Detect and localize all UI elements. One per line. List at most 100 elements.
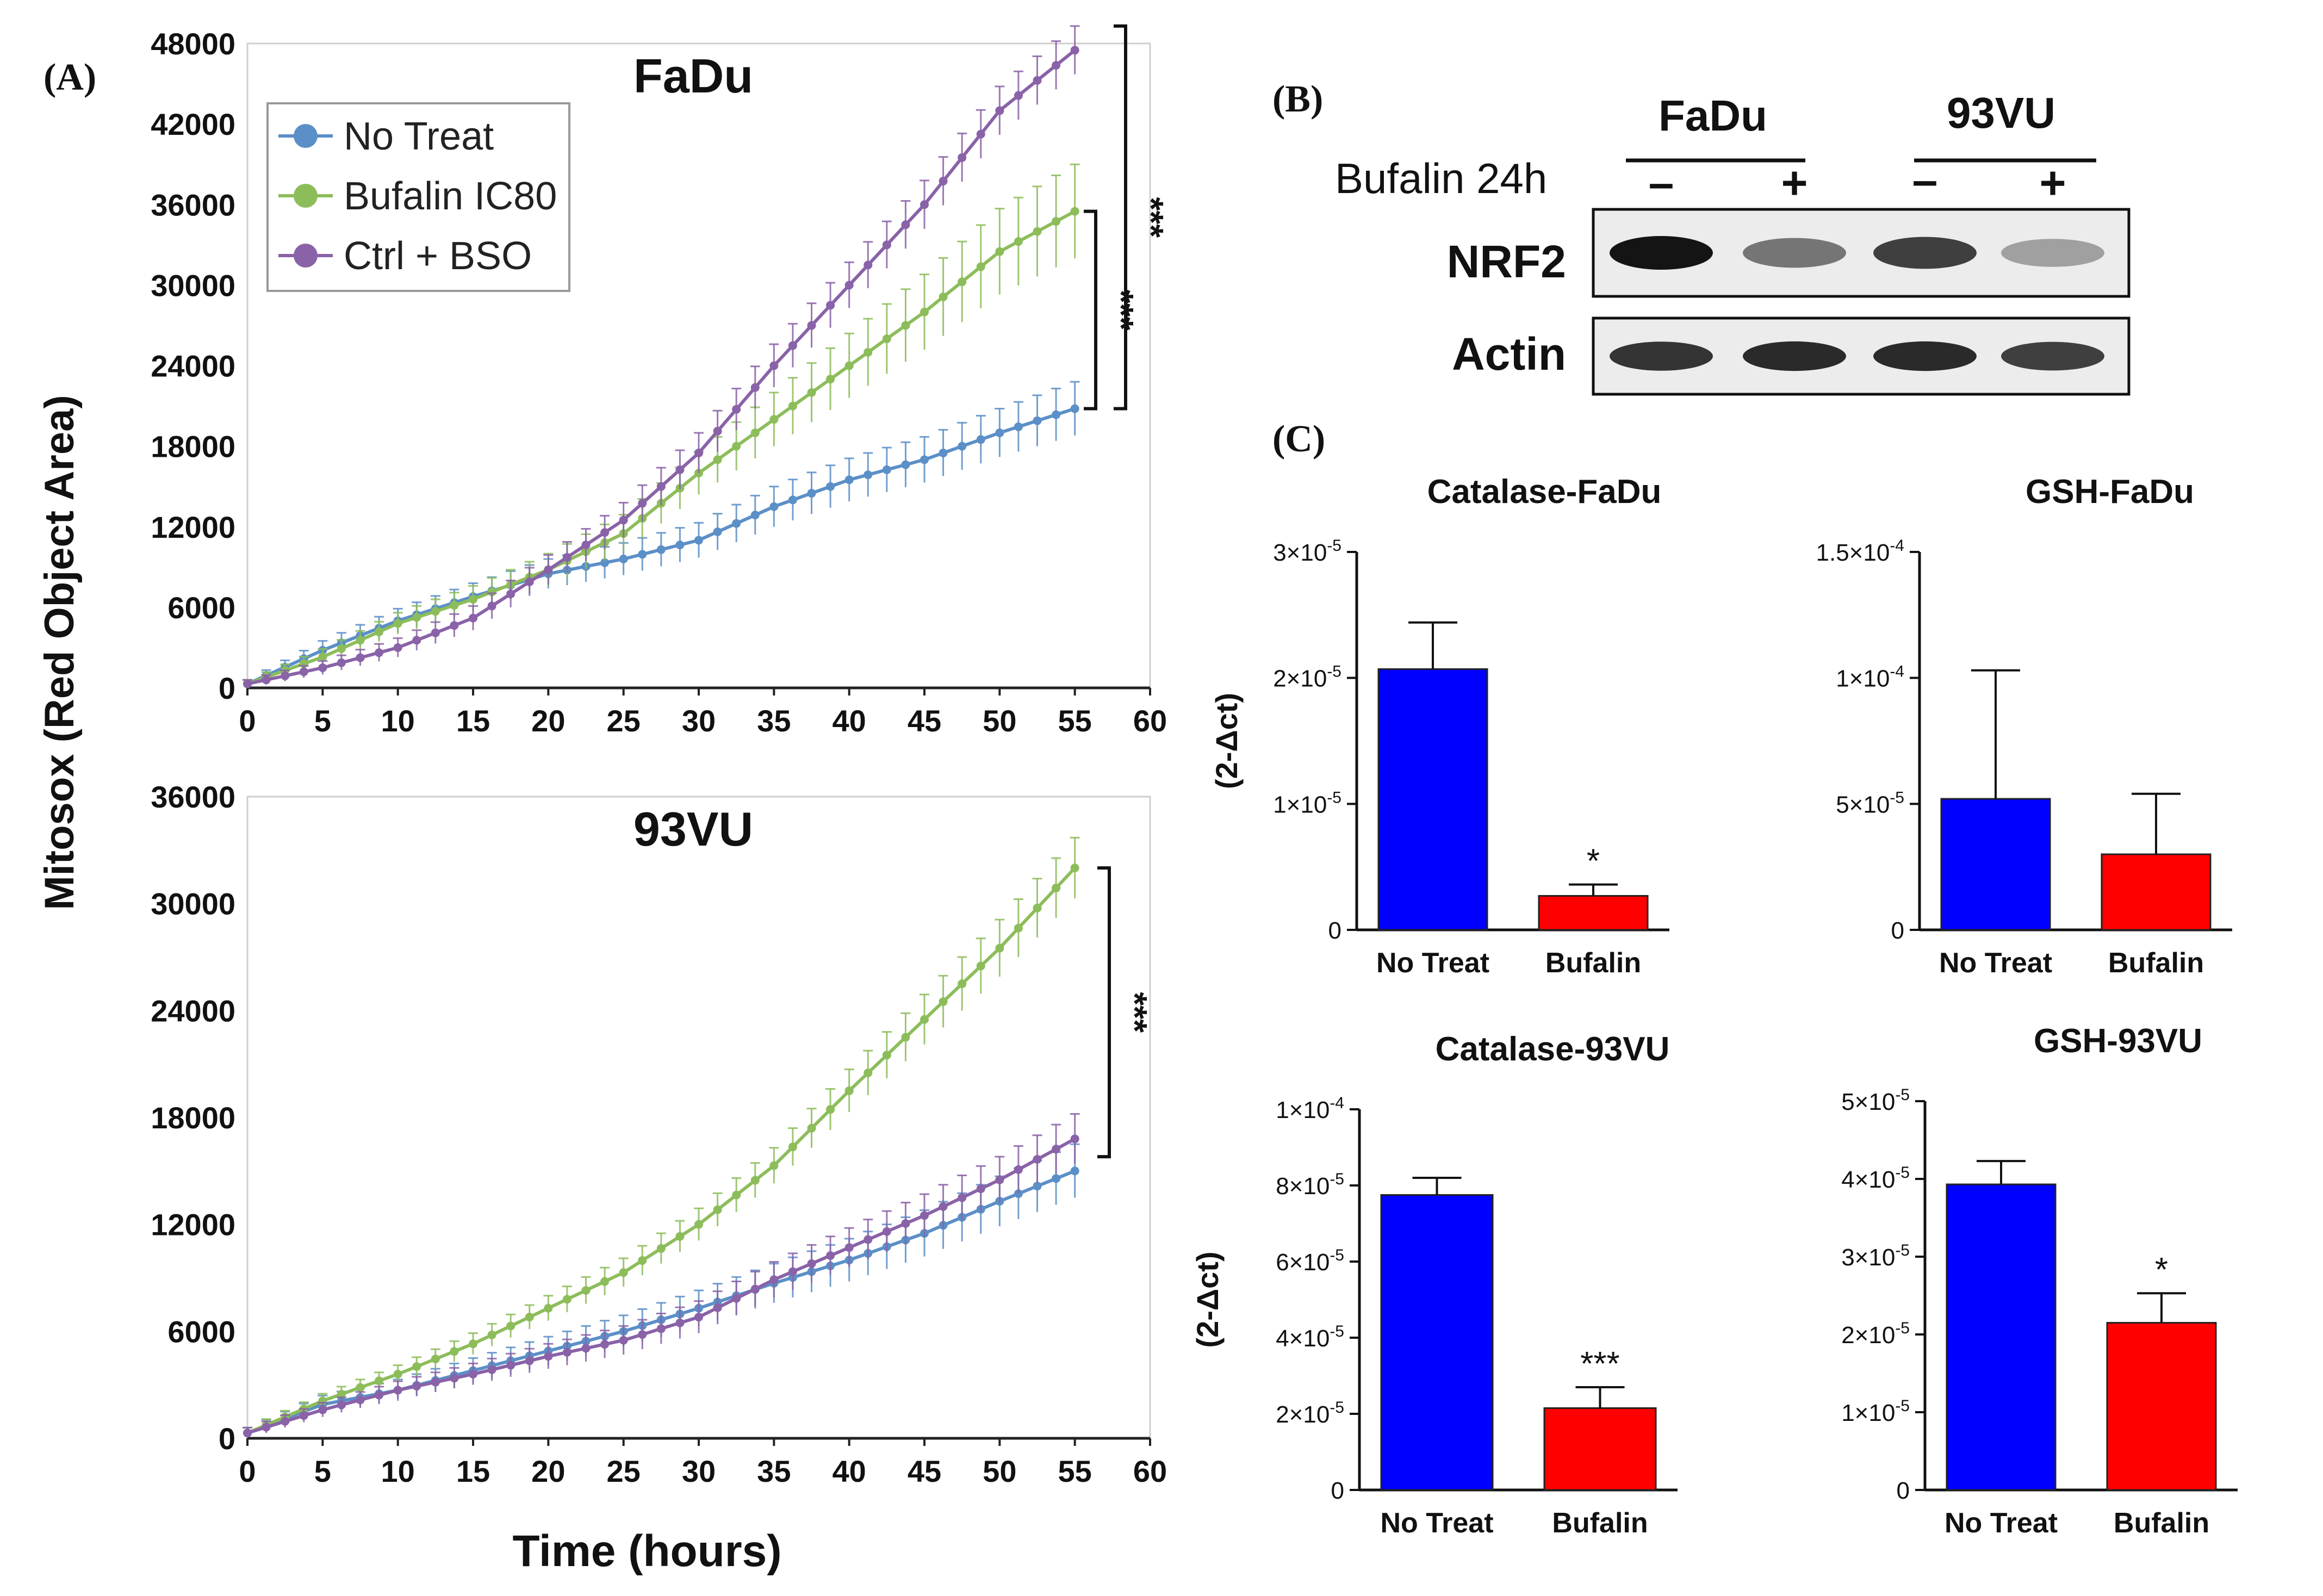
data-point-ctrl-bso (882, 1227, 891, 1236)
data-point-ctrl-bso (299, 1411, 308, 1420)
data-point-bufalin-ic80 (901, 321, 910, 330)
data-point-bufalin-ic80 (1052, 217, 1061, 226)
data-point-ctrl-bso (788, 1267, 797, 1276)
x-tick-label-fadu: 30 (682, 704, 716, 738)
data-point-ctrl-bso (901, 220, 910, 229)
panel-label-c: (C) (1272, 418, 1325, 460)
legend-label-ctrl-bso: Ctrl + BSO (344, 234, 532, 278)
y-tick-label-gsh-93vu: 4×10-5 (1841, 1164, 1910, 1193)
blot-band-actin-lane-2 (1743, 341, 1846, 371)
data-point-ctrl-bso (769, 1275, 779, 1284)
data-point-ctrl-bso (243, 679, 252, 688)
data-point-no-treat (958, 442, 967, 451)
data-point-no-treat (901, 460, 910, 469)
data-point-ctrl-bso (281, 1417, 290, 1426)
data-point-bufalin-ic80 (807, 388, 816, 397)
data-point-ctrl-bso (1052, 1145, 1061, 1154)
data-point-ctrl-bso (262, 1423, 271, 1432)
data-point-ctrl-bso (600, 1340, 610, 1349)
x-tick-label-93vu: 5 (314, 1454, 331, 1488)
bar-no-treat (1377, 668, 1488, 931)
data-point-bufalin-ic80 (318, 653, 327, 662)
data-point-ctrl-bso (318, 663, 327, 672)
x-tick-label-93vu: 20 (531, 1454, 565, 1488)
data-point-ctrl-bso (807, 321, 816, 330)
data-point-ctrl-bso (412, 636, 421, 645)
data-point-bufalin-ic80 (638, 1256, 647, 1265)
x-tick-label-fadu: 25 (607, 704, 641, 738)
data-point-ctrl-bso (469, 613, 477, 623)
data-point-ctrl-bso (920, 1211, 929, 1220)
data-point-no-treat (619, 555, 628, 563)
blot-band-nrf2-lane-1 (1610, 236, 1713, 270)
data-point-ctrl-bso (750, 1284, 760, 1294)
y-tick-label-catalase-93vu: 6×10-5 (1276, 1246, 1344, 1276)
data-point-no-treat (882, 465, 891, 474)
data-point-bufalin-ic80 (487, 587, 496, 597)
bar-bufalin (1543, 1407, 1657, 1491)
data-point-bufalin-ic80 (656, 1244, 666, 1253)
panel-label-a: (A) (44, 57, 96, 98)
data-point-bufalin-ic80 (431, 1355, 440, 1364)
data-point-bufalin-ic80 (769, 1161, 779, 1170)
data-point-ctrl-bso (995, 106, 1004, 115)
y-tick-label-fadu: 18000 (151, 430, 235, 464)
data-point-bufalin-ic80 (713, 1205, 722, 1214)
data-point-no-treat (920, 455, 929, 464)
x-tick-label-fadu: 0 (239, 704, 256, 738)
y-label-catalase-93vu: (2-Δct) (1190, 1251, 1225, 1347)
data-point-ctrl-bso (619, 1336, 628, 1345)
category-label-no-treat: No Treat (1380, 1507, 1493, 1539)
legend-marker-no-treat (294, 124, 318, 148)
data-point-bufalin-ic80 (976, 262, 985, 271)
line-chart-fadu: 0 5 10 15 20 25 30 35 40 45 50 55 60 0 6000 12000 18000 2… (151, 24, 1171, 738)
data-point-ctrl-bso (375, 1390, 384, 1400)
y-tick-label-catalase-93vu: 1×10-4 (1276, 1094, 1344, 1123)
data-point-ctrl-bso (844, 281, 854, 290)
data-point-ctrl-bso (469, 1370, 477, 1378)
y-tick-label-fadu: 24000 (151, 349, 235, 383)
y-tick-label-catalase-fadu: 0 (1328, 917, 1341, 944)
category-label-no-treat: No Treat (1376, 947, 1489, 979)
significance-bufalin: *** (1580, 1345, 1619, 1383)
data-point-bufalin-ic80 (750, 428, 760, 437)
y-tick-label-catalase-93vu: 4×10-5 (1276, 1322, 1344, 1352)
y-tick-label-93vu: 6000 (167, 1314, 235, 1349)
data-point-ctrl-bso (299, 667, 308, 676)
data-point-bufalin-ic80 (600, 1277, 610, 1286)
data-point-bufalin-ic80 (694, 1220, 703, 1229)
data-point-ctrl-bso (732, 1294, 741, 1303)
data-point-no-treat (1033, 1182, 1042, 1191)
data-point-ctrl-bso (525, 1356, 534, 1365)
data-point-bufalin-ic80 (450, 1347, 459, 1356)
data-point-ctrl-bso (638, 1330, 647, 1339)
data-point-no-treat (844, 475, 854, 485)
data-point-no-treat (675, 541, 685, 550)
data-point-ctrl-bso (619, 516, 628, 525)
data-point-ctrl-bso (826, 301, 835, 310)
data-point-bufalin-ic80 (844, 1086, 854, 1095)
data-point-bufalin-ic80 (976, 961, 985, 971)
data-point-ctrl-bso (1033, 1155, 1042, 1164)
data-point-ctrl-bso (337, 1400, 346, 1409)
blot-row-label-nrf2: NRF2 (1447, 236, 1566, 287)
data-point-ctrl-bso (450, 1374, 459, 1383)
data-point-bufalin-ic80 (1052, 883, 1061, 892)
data-point-no-treat (769, 502, 779, 511)
data-point-ctrl-bso (337, 658, 346, 667)
data-point-no-treat (713, 527, 722, 537)
data-point-bufalin-ic80 (1070, 864, 1079, 873)
chart-title-93vu: 93VU (633, 802, 753, 856)
data-point-ctrl-bso (656, 1324, 666, 1333)
data-point-no-treat (939, 448, 948, 457)
y-tick-label-fadu: 36000 (151, 188, 235, 222)
data-point-ctrl-bso (1070, 1134, 1079, 1144)
y-tick-label-gsh-fadu: 1×10-4 (1836, 663, 1904, 692)
x-tick-label-93vu: 30 (682, 1454, 716, 1488)
data-point-no-treat (788, 495, 797, 505)
data-point-bufalin-ic80 (995, 943, 1004, 953)
data-point-no-treat (656, 545, 666, 554)
data-point-ctrl-bso (562, 552, 572, 562)
data-point-bufalin-ic80 (356, 636, 365, 645)
data-point-bufalin-ic80 (431, 607, 440, 616)
